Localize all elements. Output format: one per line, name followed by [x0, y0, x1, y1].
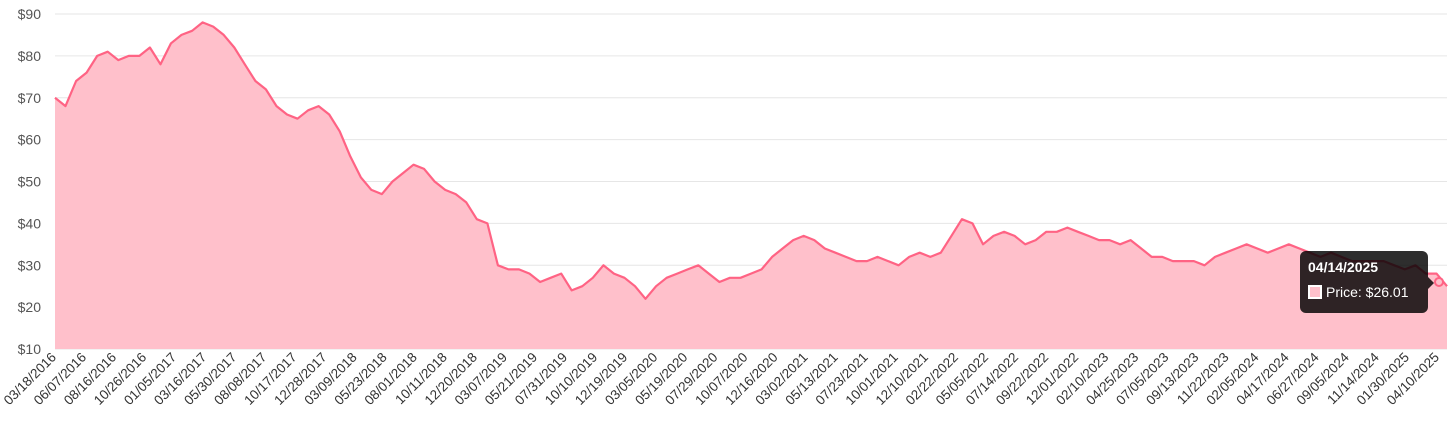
y-tick-label: $90 — [18, 6, 42, 22]
tooltip: 04/14/2025 Price: $26.01 — [1300, 251, 1428, 313]
y-tick-label: $40 — [18, 215, 42, 231]
y-tick-label: $10 — [18, 341, 42, 357]
y-tick-label: $80 — [18, 48, 42, 64]
tooltip-label: Price: $26.01 — [1326, 284, 1409, 300]
area-series — [54, 21, 1448, 350]
y-tick-label: $20 — [18, 299, 42, 315]
tooltip-row: Price: $26.01 — [1308, 283, 1420, 301]
y-axis: $10 $20 $30 $40 $50 $60 $70 $80 $90 — [18, 6, 42, 357]
price-area-fill — [55, 22, 1447, 350]
y-tick-label: $50 — [18, 174, 42, 190]
tooltip-color-swatch — [1308, 285, 1322, 299]
tooltip-title: 04/14/2025 — [1308, 259, 1379, 275]
tooltip-caret — [1428, 277, 1434, 289]
y-tick-label: $70 — [18, 90, 42, 106]
hovered-point[interactable] — [1434, 276, 1444, 287]
y-tick-label: $30 — [18, 257, 42, 273]
price-line — [54, 21, 1448, 300]
y-tick-label: $60 — [18, 132, 42, 148]
x-axis: 03/18/201606/07/201608/16/201610/26/2016… — [1, 349, 1442, 408]
hover-marker — [1434, 276, 1444, 287]
